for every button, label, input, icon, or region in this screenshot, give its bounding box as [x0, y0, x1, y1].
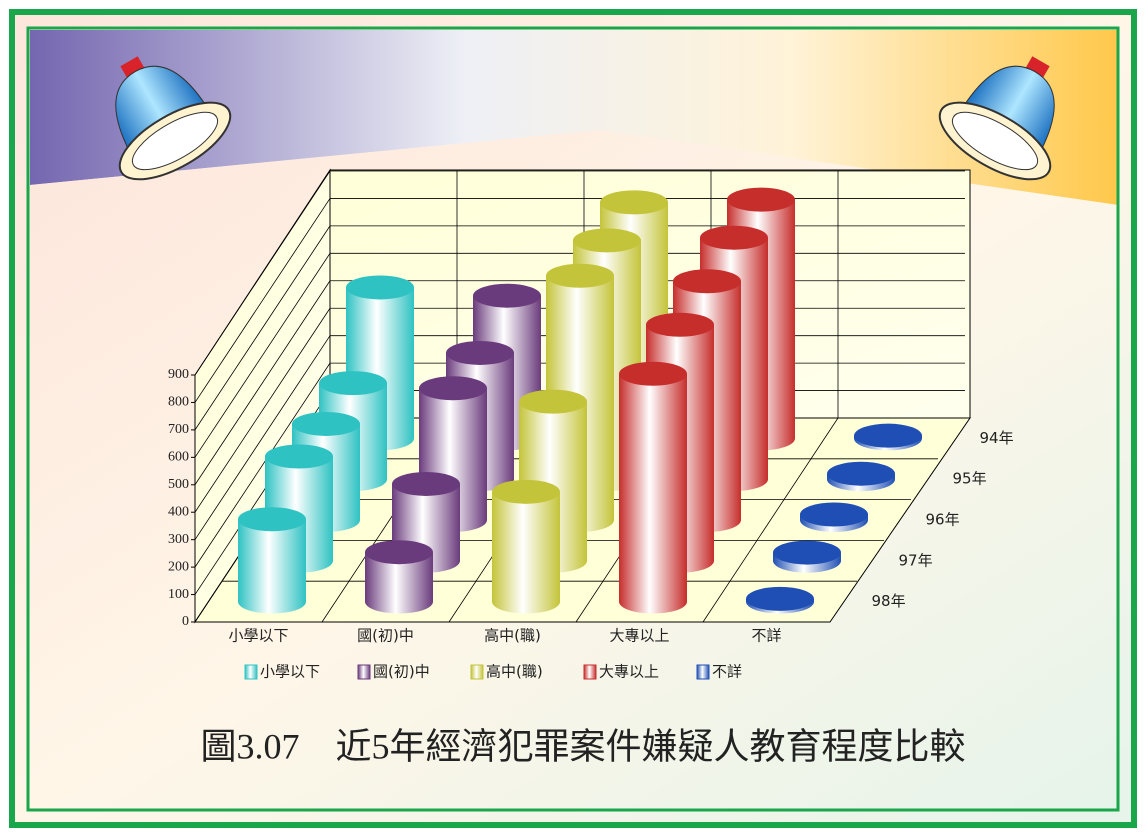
- cylinder-top: [446, 340, 514, 365]
- x-tick-label: 不詳: [751, 627, 781, 645]
- x-tick-label: 國(初)中: [357, 627, 414, 645]
- cylinder: [854, 423, 922, 451]
- cylinder-top: [673, 269, 741, 294]
- legend-label: 大專以上: [599, 663, 659, 681]
- cylinder-top: [773, 540, 841, 565]
- cylinder-top: [419, 376, 487, 401]
- cylinder: [827, 461, 895, 492]
- cylinder-body: [619, 373, 687, 614]
- depth-label: 95年: [953, 470, 987, 488]
- cylinder-body: [492, 491, 560, 614]
- y-tick-label: 300: [168, 532, 189, 547]
- depth-label: 96年: [926, 511, 960, 529]
- cylinder-top: [519, 389, 587, 414]
- cylinder: [492, 479, 560, 614]
- grid-line: [194, 198, 331, 403]
- cylinder-top: [727, 187, 795, 212]
- x-tick-label: 小學以下: [228, 627, 288, 645]
- depth-label: 98年: [872, 592, 906, 610]
- cylinder-top: [619, 361, 687, 386]
- y-tick-label: 700: [168, 422, 189, 437]
- legend-swatch: [357, 664, 371, 680]
- y-tick-label: 800: [168, 395, 189, 410]
- cylinder-top: [854, 423, 922, 448]
- cylinder-top: [392, 471, 460, 496]
- grid-line: [194, 170, 331, 376]
- top-band: [30, 30, 1118, 205]
- y-tick-label: 900: [168, 367, 189, 382]
- legend-swatch: [696, 664, 710, 680]
- legend-label: 高中(職): [486, 663, 543, 681]
- cylinder-top: [365, 540, 433, 565]
- cylinder: [619, 361, 687, 614]
- grid-line: [194, 362, 331, 568]
- y-tick-label: 400: [168, 504, 189, 519]
- cylinder-top: [800, 502, 868, 527]
- legend-label: 國(初)中: [373, 663, 430, 681]
- cylinder-top: [238, 507, 306, 532]
- cylinder-top: [292, 411, 360, 436]
- cylinder: [800, 502, 868, 532]
- cylinder-body: [238, 519, 306, 614]
- chart-title: 圖3.07 近5年經濟犯罪案件嫌疑人教育程度比較: [200, 726, 965, 766]
- grid-line: [194, 308, 331, 513]
- cylinder-top: [265, 444, 333, 469]
- y-tick-label: 600: [168, 450, 189, 465]
- inner-frame: [26, 26, 1120, 812]
- legend-label: 不詳: [712, 663, 742, 681]
- x-tick-label: 高中(職): [484, 627, 541, 645]
- cylinder: [365, 540, 433, 614]
- legend-label: 小學以下: [260, 663, 320, 681]
- cylinder-top: [573, 228, 641, 253]
- floor-line: [702, 417, 839, 623]
- y-tick-label: 200: [168, 559, 189, 574]
- grid-line: [194, 335, 331, 540]
- grid-line: [194, 225, 331, 431]
- legend-swatch: [244, 664, 258, 680]
- depth-label: 94年: [980, 429, 1014, 447]
- depth-label: 97年: [899, 551, 933, 569]
- cylinder-top: [746, 586, 814, 611]
- cylinder: [773, 540, 841, 573]
- cylinder-top: [346, 275, 414, 300]
- legend-swatch: [583, 664, 597, 680]
- cylinder: [238, 507, 306, 614]
- cylinder-top: [319, 371, 387, 396]
- y-tick-label: 500: [168, 477, 189, 492]
- cylinder-top: [646, 312, 714, 337]
- cylinder-top: [473, 283, 541, 308]
- cylinder-top: [700, 225, 768, 250]
- cylinder-top: [492, 479, 560, 504]
- cylinder-top: [546, 263, 614, 288]
- spotlight-left: [115, 56, 232, 181]
- y-tick-label: 100: [168, 587, 189, 602]
- grid-line: [194, 253, 331, 458]
- y-tick-label: 0: [182, 614, 189, 629]
- x-tick-label: 大專以上: [609, 627, 669, 645]
- cylinder-body: [365, 552, 433, 614]
- legend-swatch: [470, 664, 484, 680]
- cylinder-top: [600, 190, 668, 215]
- cylinder-top: [827, 461, 895, 486]
- cylinder: [746, 586, 814, 614]
- spotlight-right: [938, 56, 1055, 181]
- grid-line: [194, 280, 331, 485]
